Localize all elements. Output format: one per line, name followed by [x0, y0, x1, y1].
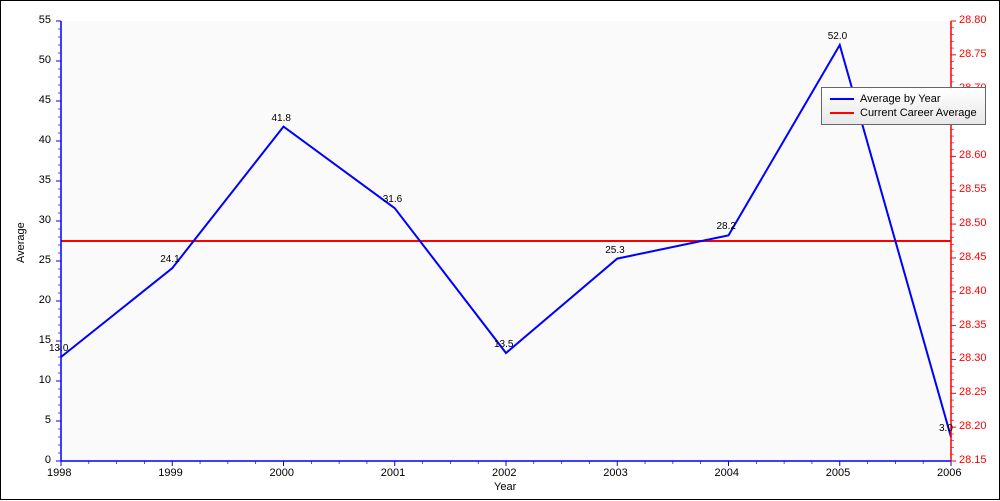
- legend-swatch-career-avg: [830, 112, 854, 114]
- y-axis-title: Average: [15, 222, 27, 263]
- legend: Average by Year Current Career Average: [821, 87, 986, 125]
- y-left-tick-label: 5: [45, 414, 51, 426]
- data-point-label: 31.6: [383, 194, 402, 205]
- data-point-label: 13.0: [49, 343, 68, 354]
- legend-item-career-avg: Current Career Average: [830, 106, 977, 120]
- y-left-tick-label: 25: [39, 254, 51, 266]
- x-tick-label: 1998: [47, 467, 71, 479]
- y-left-tick-label: 40: [39, 134, 51, 146]
- legend-label-avg-by-year: Average by Year: [860, 93, 941, 105]
- legend-label-career-avg: Current Career Average: [860, 107, 977, 119]
- data-point-label: 24.1: [160, 254, 179, 265]
- y-right-tick-label: 28.45: [959, 251, 987, 263]
- data-point-label: 13.5: [494, 339, 513, 350]
- x-axis-title: Year: [494, 481, 516, 493]
- y-right-tick-label: 28.35: [959, 319, 987, 331]
- y-right-tick-label: 28.50: [959, 217, 987, 229]
- y-right-tick-label: 28.75: [959, 48, 987, 60]
- data-point-label: 52.0: [828, 31, 847, 42]
- y-left-tick-label: 0: [45, 454, 51, 466]
- data-point-label: 3.0: [939, 423, 953, 434]
- y-right-tick-label: 28.20: [959, 420, 987, 432]
- y-right-tick-label: 28.60: [959, 149, 987, 161]
- y-right-tick-label: 28.15: [959, 454, 987, 466]
- x-tick-label: 2002: [492, 467, 516, 479]
- legend-item-avg-by-year: Average by Year: [830, 92, 977, 106]
- y-left-tick-label: 35: [39, 174, 51, 186]
- x-tick-label: 2005: [826, 467, 850, 479]
- y-right-tick-label: 28.25: [959, 386, 987, 398]
- chart-container: 1998 1999 2000 2001 2002 2003 2004 2005 2006 0 5 10…: [0, 0, 1000, 500]
- y-right-tick-label: 28.30: [959, 352, 987, 364]
- y-left-tick-label: 30: [39, 214, 51, 226]
- y-left-tick-label: 45: [39, 94, 51, 106]
- y-left-tick-label: 55: [39, 14, 51, 26]
- data-point-label: 41.8: [272, 113, 291, 124]
- data-point-label: 25.3: [605, 245, 624, 256]
- y-right-tick-label: 28.55: [959, 183, 987, 195]
- y-right-tick-label: 28.40: [959, 285, 987, 297]
- legend-swatch-avg-by-year: [830, 98, 854, 100]
- x-tick-label: 2003: [603, 467, 627, 479]
- x-tick-label: 2000: [270, 467, 294, 479]
- x-tick-label: 2004: [715, 467, 739, 479]
- x-tick-label: 2006: [937, 467, 961, 479]
- y-right-tick-label: 28.80: [959, 14, 987, 26]
- y-left-tick-label: 10: [39, 374, 51, 386]
- axes-layer: [1, 1, 1000, 501]
- x-tick-label: 1999: [158, 467, 182, 479]
- y-left-tick-label: 50: [39, 54, 51, 66]
- x-tick-label: 2001: [381, 467, 405, 479]
- data-point-label: 28.2: [717, 221, 736, 232]
- y-left-tick-label: 20: [39, 294, 51, 306]
